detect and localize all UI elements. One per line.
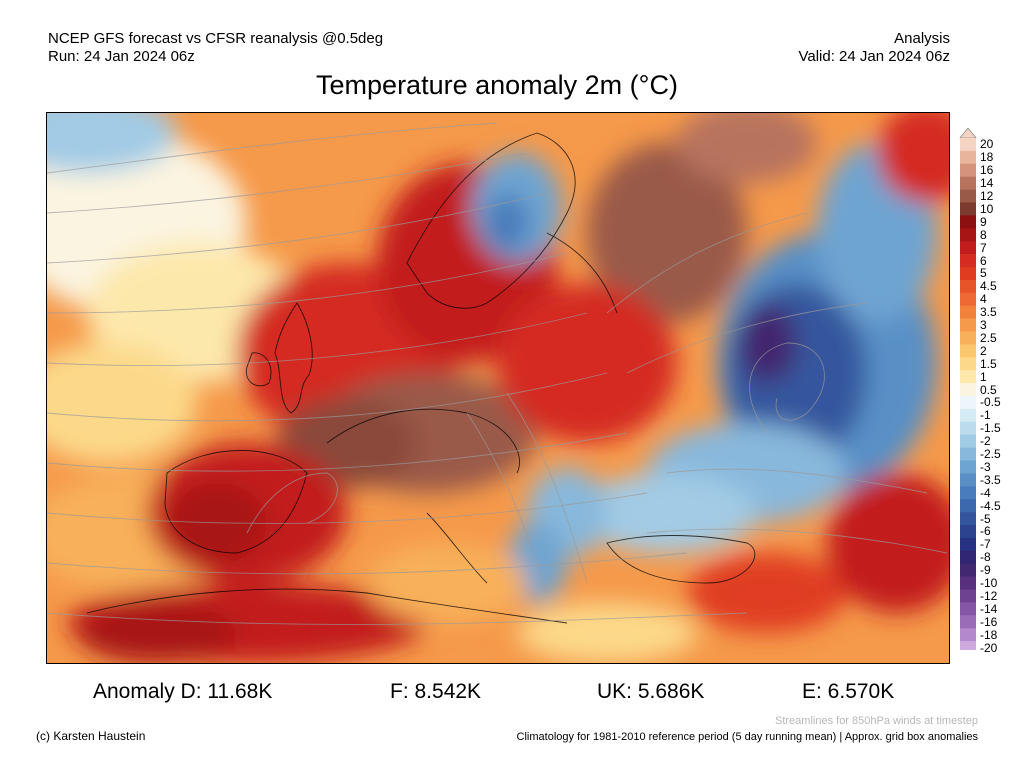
colorbar-swatch: [960, 150, 976, 165]
anomaly-germany: Anomaly D: 11.68K: [93, 680, 273, 703]
colorbar-label: 14: [980, 176, 994, 191]
colorbar-swatch: [960, 383, 976, 397]
colorbar-swatch: [960, 189, 976, 203]
model-description: NCEP GFS forecast vs CFSR reanalysis @0.…: [48, 30, 384, 47]
streamline-note: Streamlines for 850hPa winds at timestep: [775, 715, 978, 727]
colorbar-label: -6: [980, 524, 991, 539]
colorbar-swatch: [960, 550, 976, 564]
anomaly-uk: UK: 5.686K: [597, 680, 705, 703]
map-title: Temperature anomaly 2m (°C): [316, 70, 678, 100]
colorbar-label: -1.5: [980, 421, 1001, 436]
colorbar-label: 20: [980, 137, 994, 152]
colorbar-swatch: [960, 499, 976, 513]
colorbar-swatch: [960, 434, 976, 448]
colorbar-label: 9: [980, 214, 987, 229]
colorbar-swatch: [960, 292, 976, 306]
colorbar-label: 1: [980, 369, 987, 384]
colorbar-swatch: [960, 563, 976, 577]
colorbar-label: -20: [980, 640, 998, 655]
colorbar-label: 12: [980, 189, 994, 204]
colorbar-swatch: [960, 486, 976, 500]
colorbar-swatch: [960, 408, 976, 423]
colorbar-swatch: [960, 176, 976, 190]
colorbar-swatch: [960, 615, 976, 629]
colorbar-swatch: [960, 331, 976, 345]
anomaly-map-graphic: [47, 113, 949, 663]
colorbar-label: 3: [980, 318, 987, 333]
colorbar-swatch: [960, 305, 976, 319]
colorbar-label: -0.5: [980, 395, 1001, 410]
colorbar-label: 6: [980, 253, 987, 268]
colorbar-label: -2.5: [980, 447, 1001, 462]
colorbar-label: -9: [980, 563, 991, 578]
colorbar-label: -18: [980, 627, 998, 642]
colorbar-label: 5: [980, 266, 987, 281]
colorbar-label: -8: [980, 550, 991, 565]
anomaly-spain: E: 6.570K: [802, 680, 895, 703]
colorbar-label: -5: [980, 511, 991, 526]
colorbar-swatch: [960, 254, 976, 268]
colorbar-swatch: [960, 318, 976, 332]
colorbar-swatch: [960, 641, 976, 650]
colorbar-label: -12: [980, 588, 998, 603]
colorbar-label: 0.5: [980, 382, 997, 397]
colorbar-label: 4: [980, 292, 987, 307]
product-type: Analysis: [894, 30, 950, 47]
coastlines: [86, 132, 756, 624]
colorbar-label: 8: [980, 227, 987, 242]
colorbar-label: -2: [980, 434, 991, 449]
colorbar-swatch: [960, 576, 976, 590]
colorbar-swatch: [960, 512, 976, 526]
colorbar-swatch: [960, 628, 976, 642]
anomaly-field: [47, 113, 949, 663]
colorbar-label: 18: [980, 150, 994, 165]
colorbar-label: -7: [980, 537, 991, 552]
streamlines: [47, 122, 948, 625]
colorbar-swatch: [960, 602, 976, 616]
colorbar-label: -4.5: [980, 498, 1001, 513]
colorbar-label: 10: [980, 201, 994, 216]
colorbar-label: -14: [980, 601, 998, 616]
colorbar-label: 7: [980, 240, 987, 255]
anomaly-france: F: 8.542K: [390, 680, 482, 703]
colorbar-swatch: [960, 447, 976, 461]
colorbar-max-arrow: [959, 128, 977, 139]
colorbar-swatch: [960, 370, 976, 384]
colorbar-label: -16: [980, 614, 998, 629]
credit-text: (c) Karsten Haustein: [36, 729, 146, 743]
colorbar-swatch: [960, 228, 976, 242]
colorbar-label: -3.5: [980, 472, 1001, 487]
colorbar-swatch: [960, 589, 976, 603]
run-time: Run: 24 Jan 2024 06z: [48, 48, 195, 65]
colorbar-swatch: [960, 202, 976, 216]
colorbar-label: 2: [980, 343, 987, 358]
colorbar-swatch: [960, 525, 976, 539]
colorbar-swatch: [960, 421, 976, 435]
colorbar-swatch: [960, 215, 976, 229]
climatology-note: Climatology for 1981-2010 reference peri…: [516, 731, 978, 743]
colorbar-label: 1.5: [980, 356, 997, 371]
colorbar-label: 16: [980, 163, 994, 178]
colorbar-swatch: [960, 267, 976, 281]
colorbar-swatch: [960, 357, 976, 371]
colorbar-swatch: [960, 537, 976, 552]
valid-time: Valid: 24 Jan 2024 06z: [798, 48, 950, 65]
colorbar-label: -10: [980, 576, 998, 591]
colorbar-swatch: [960, 473, 976, 487]
colorbar-label: -3: [980, 459, 991, 474]
colorbar-label: 4.5: [980, 279, 997, 294]
colorbar-label: -1: [980, 408, 991, 423]
colorbar-swatch: [960, 279, 976, 294]
colorbar-swatch: [960, 163, 976, 177]
colorbar-swatch: [960, 396, 976, 410]
colorbar-swatch: [960, 460, 976, 474]
anomaly-map: [46, 112, 950, 664]
colorbar-swatch: [960, 241, 976, 255]
colorbar-swatch: [960, 138, 976, 152]
colorbar-label: -4: [980, 485, 991, 500]
colorbar-swatch: [960, 344, 976, 358]
colorbar-label: 2.5: [980, 330, 997, 345]
colorbar: [959, 128, 977, 650]
colorbar-label: 3.5: [980, 305, 997, 320]
